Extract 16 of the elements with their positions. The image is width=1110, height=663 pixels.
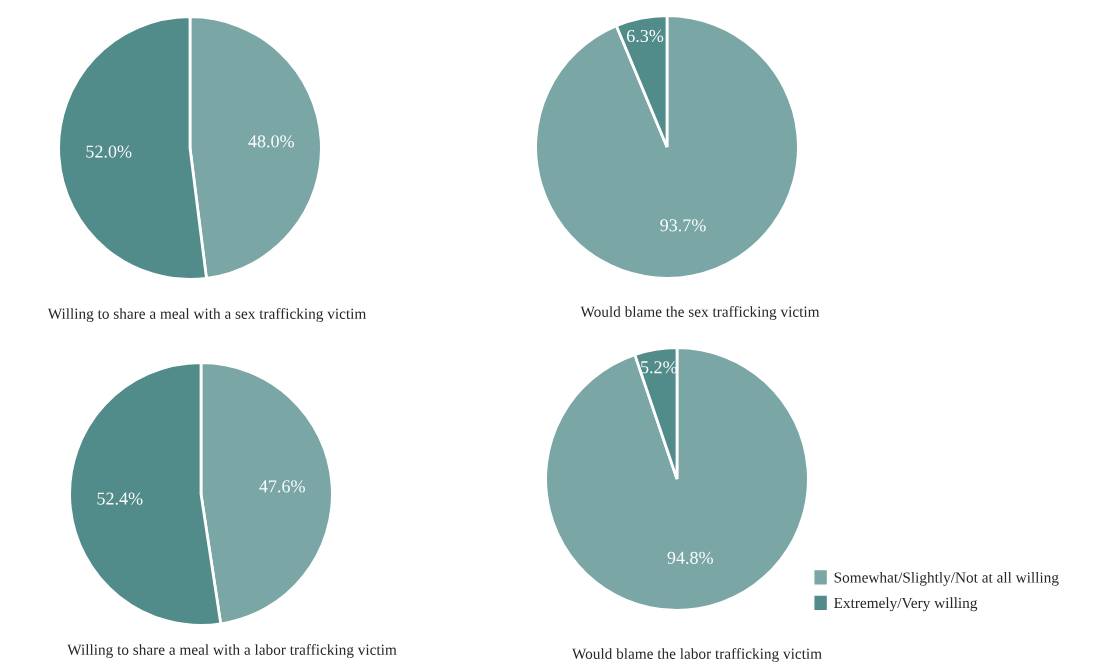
text: Willing to share a meal with a labor trafficking victim <box>67 643 397 659</box>
data-label: 48.0% <box>248 135 294 148</box>
data-label: 5.2% <box>641 361 678 374</box>
text: Willing to share a meal with a sex trafficking victim <box>47 307 367 323</box>
data-label: 47.6% <box>259 480 305 493</box>
pie-slice <box>534 14 800 280</box>
text: Would blame the labor trafficking victim <box>571 647 822 663</box>
text: Would blame the sex trafficking victim <box>580 305 820 321</box>
data-label: 52.4% <box>97 492 143 505</box>
data-label: 94.8% <box>667 551 713 564</box>
pie-slice <box>544 346 810 612</box>
data-label: 6.3% <box>627 29 664 43</box>
data-label: 93.7% <box>660 219 706 232</box>
data-label: 52.0% <box>86 145 132 158</box>
legend-label: Somewhat/Slightly/Not at all willing <box>834 571 1059 586</box>
legend-label: Extremely/Very willing <box>834 597 978 612</box>
